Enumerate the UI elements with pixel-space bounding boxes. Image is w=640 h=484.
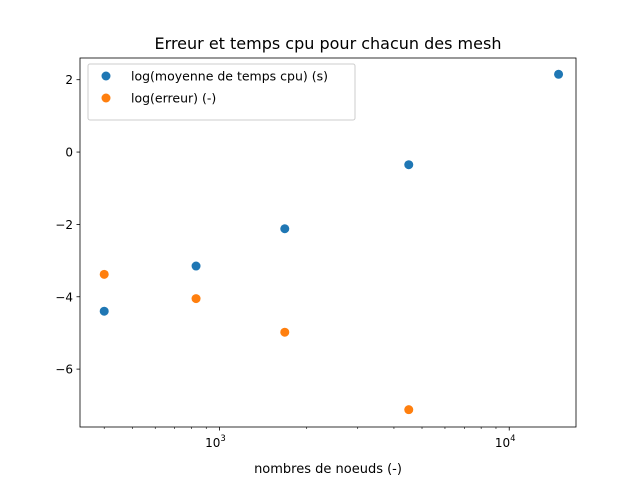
data-point-series-1	[404, 160, 414, 170]
legend-label: log(erreur) (-)	[131, 91, 216, 106]
data-point-series-2	[404, 405, 414, 415]
data-point-series-2	[280, 327, 290, 337]
x-tick-label: 104	[495, 434, 516, 450]
x-axis-label: nombres de noeuds (-)	[254, 462, 402, 477]
data-point-series-2	[191, 294, 201, 304]
axes: 2 0 −2 −4 −6 103 104	[55, 73, 515, 450]
y-tick-label: −4	[55, 290, 73, 304]
y-tick-label: −2	[55, 218, 73, 232]
x-tick-label: 103	[205, 434, 226, 450]
y-tick-label: 2	[65, 73, 73, 87]
legend: log(moyenne de temps cpu) (s) log(erreur)…	[87, 63, 356, 121]
y-tick-label: −6	[55, 363, 73, 377]
data-point-series-1	[191, 261, 201, 271]
legend-marker	[101, 71, 111, 81]
legend-label: log(moyenne de temps cpu) (s)	[131, 69, 328, 84]
data-points	[99, 69, 564, 415]
axes-frame	[79, 57, 577, 428]
legend-marker	[101, 93, 111, 103]
data-point-series-1	[554, 69, 564, 79]
data-point-series-1	[99, 306, 109, 316]
y-tick-label: 0	[65, 146, 73, 160]
legend-box	[87, 63, 356, 121]
chart-title: Erreur et temps cpu pour chacun des mesh	[155, 34, 502, 53]
data-point-series-1	[280, 224, 290, 234]
data-point-series-2	[99, 269, 109, 279]
